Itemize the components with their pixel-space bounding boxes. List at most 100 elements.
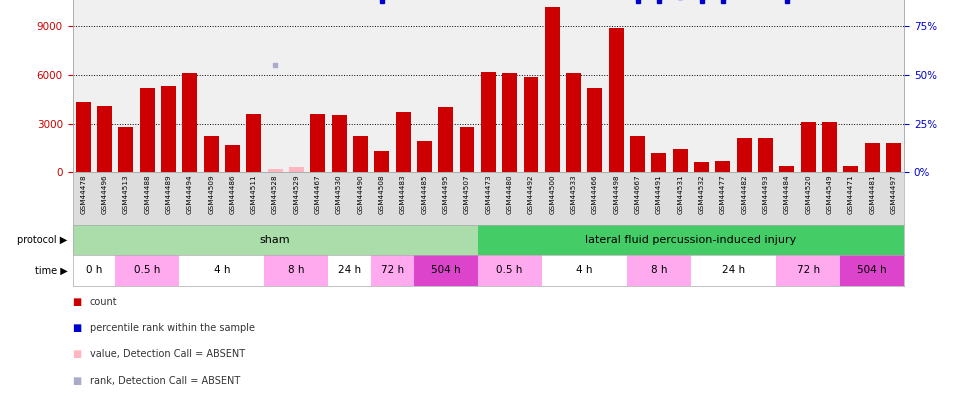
Text: 72 h: 72 h <box>381 265 404 275</box>
Text: 4 h: 4 h <box>214 265 230 275</box>
Text: GSM44478: GSM44478 <box>80 175 86 214</box>
Bar <box>652 153 666 172</box>
Bar <box>864 143 880 172</box>
Bar <box>396 112 411 172</box>
Text: GSM44495: GSM44495 <box>443 175 449 214</box>
Text: GSM44490: GSM44490 <box>358 175 364 214</box>
Text: GSM44485: GSM44485 <box>422 175 427 214</box>
Bar <box>183 73 197 172</box>
Text: 24 h: 24 h <box>338 265 362 275</box>
Bar <box>801 122 815 172</box>
Bar <box>886 143 901 172</box>
Bar <box>758 138 773 172</box>
Text: time ▶: time ▶ <box>35 265 68 275</box>
Bar <box>329 255 371 286</box>
Bar <box>332 115 346 172</box>
Bar <box>438 107 454 172</box>
Bar <box>73 225 478 255</box>
Text: GSM44530: GSM44530 <box>337 175 342 214</box>
Text: GSM44477: GSM44477 <box>719 175 726 214</box>
Text: GSM44496: GSM44496 <box>102 175 107 214</box>
Text: GSM44520: GSM44520 <box>806 175 811 214</box>
Bar <box>225 145 240 172</box>
Text: 504 h: 504 h <box>858 265 887 275</box>
Text: GSM44483: GSM44483 <box>400 175 406 214</box>
Bar <box>97 106 112 172</box>
Text: GSM44482: GSM44482 <box>742 175 747 214</box>
Text: GSM44529: GSM44529 <box>293 175 300 214</box>
Bar <box>139 88 155 172</box>
Bar <box>204 136 219 172</box>
Text: GSM44467: GSM44467 <box>314 175 321 214</box>
Text: 0.5 h: 0.5 h <box>496 265 523 275</box>
Bar <box>690 255 777 286</box>
Text: 72 h: 72 h <box>797 265 820 275</box>
Text: ■: ■ <box>73 297 82 307</box>
Text: 0.5 h: 0.5 h <box>134 265 161 275</box>
Bar <box>73 255 115 286</box>
Text: 0 h: 0 h <box>86 265 103 275</box>
Bar <box>716 161 730 172</box>
Text: GSM44509: GSM44509 <box>208 175 214 214</box>
Text: 8 h: 8 h <box>288 265 305 275</box>
Bar <box>609 28 624 172</box>
Text: GSM44549: GSM44549 <box>827 175 833 214</box>
Bar <box>478 255 542 286</box>
Bar <box>822 122 837 172</box>
Text: GSM44507: GSM44507 <box>464 175 470 214</box>
Text: GSM44484: GSM44484 <box>784 175 790 214</box>
Bar <box>502 73 517 172</box>
Bar <box>627 255 690 286</box>
Bar <box>264 255 329 286</box>
Bar <box>630 136 645 172</box>
Text: count: count <box>90 297 118 307</box>
Bar <box>75 102 91 172</box>
Bar <box>179 255 264 286</box>
Text: GSM44532: GSM44532 <box>698 175 705 214</box>
Text: GSM44508: GSM44508 <box>379 175 385 214</box>
Text: GSM44667: GSM44667 <box>634 175 640 214</box>
Text: ■: ■ <box>73 323 82 333</box>
Bar <box>779 166 794 172</box>
Bar <box>459 127 475 172</box>
Text: protocol ▶: protocol ▶ <box>17 235 68 245</box>
Text: GSM44497: GSM44497 <box>891 175 896 214</box>
Bar <box>777 255 840 286</box>
Text: GSM44528: GSM44528 <box>272 175 278 214</box>
Text: GSM44533: GSM44533 <box>571 175 576 214</box>
Text: GSM44466: GSM44466 <box>592 175 598 214</box>
Bar <box>417 141 432 172</box>
Bar <box>694 162 709 172</box>
Text: GSM44513: GSM44513 <box>123 175 129 214</box>
Text: GSM44500: GSM44500 <box>549 175 555 214</box>
Bar <box>673 149 688 172</box>
Text: GSM44488: GSM44488 <box>144 175 150 214</box>
Text: ■: ■ <box>73 350 82 359</box>
Bar <box>588 88 602 172</box>
Text: GSM44492: GSM44492 <box>528 175 534 214</box>
Text: GSM44494: GSM44494 <box>187 175 192 214</box>
Bar <box>118 127 133 172</box>
Text: GSM44511: GSM44511 <box>250 175 257 214</box>
Bar <box>481 72 496 172</box>
Text: GSM44491: GSM44491 <box>656 175 662 214</box>
Bar <box>840 255 904 286</box>
Text: 8 h: 8 h <box>651 265 667 275</box>
Bar <box>542 255 627 286</box>
Text: GSM44471: GSM44471 <box>848 175 854 214</box>
Text: GSM44480: GSM44480 <box>507 175 513 214</box>
Bar <box>310 114 325 172</box>
Bar <box>161 86 176 172</box>
Bar <box>247 114 261 172</box>
Bar <box>289 167 304 172</box>
Text: GSM44531: GSM44531 <box>677 175 684 214</box>
Text: GSM44498: GSM44498 <box>613 175 619 214</box>
Bar <box>478 225 904 255</box>
Text: 24 h: 24 h <box>722 265 746 275</box>
Text: percentile rank within the sample: percentile rank within the sample <box>90 323 255 333</box>
Text: lateral fluid percussion-induced injury: lateral fluid percussion-induced injury <box>585 235 797 245</box>
Bar <box>371 255 414 286</box>
Text: value, Detection Call = ABSENT: value, Detection Call = ABSENT <box>90 350 245 359</box>
Text: GSM44486: GSM44486 <box>229 175 235 214</box>
Bar <box>544 7 560 172</box>
